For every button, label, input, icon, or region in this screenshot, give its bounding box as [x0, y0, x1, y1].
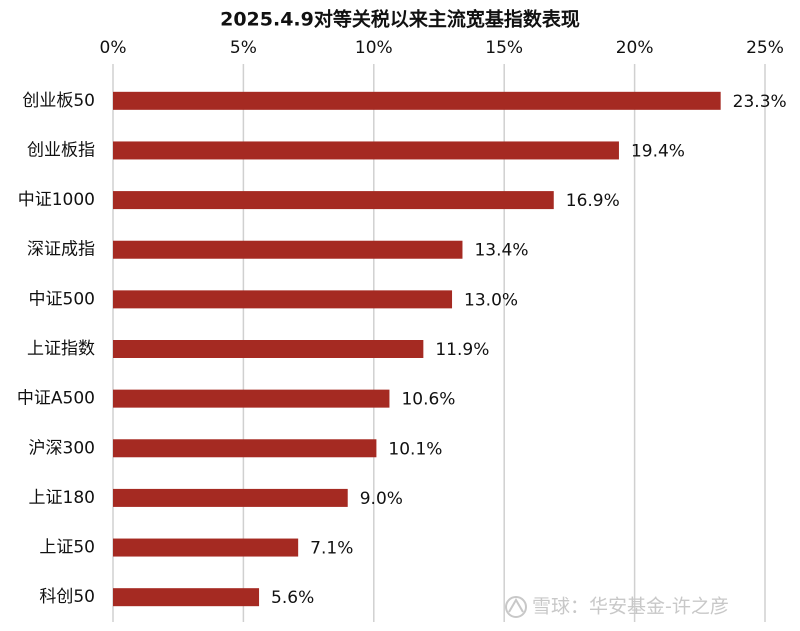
x-tick-label: 25% [746, 38, 784, 58]
bar [113, 340, 424, 358]
data-label: 7.1% [310, 539, 353, 559]
y-tick-label: 创业板50 [22, 91, 95, 111]
y-tick-label: 创业板指 [27, 140, 95, 160]
y-tick-label: 上证180 [29, 488, 95, 508]
y-tick-label: 中证500 [29, 289, 95, 309]
bar [113, 191, 554, 210]
y-tick-label: 上证指数 [27, 339, 95, 359]
bar [113, 91, 721, 110]
chart-title: 2025.4.9对等关税以来主流宽基指数表现 [220, 8, 580, 31]
y-tick-label: 深证成指 [27, 240, 95, 260]
bar [113, 488, 348, 507]
bar [113, 389, 390, 408]
x-tick-label: 5% [230, 38, 257, 58]
bar [113, 588, 260, 607]
bar [113, 538, 299, 557]
data-label: 19.4% [631, 141, 685, 161]
bar [113, 141, 619, 160]
y-tick-label: 上证50 [39, 538, 95, 558]
data-label: 9.0% [360, 489, 403, 509]
data-label: 10.1% [388, 439, 442, 459]
bar [113, 240, 463, 259]
y-tick-label: 科创50 [39, 587, 95, 607]
data-label: 11.9% [435, 340, 489, 360]
data-label: 10.6% [401, 390, 455, 410]
y-tick-label: 沪深300 [29, 438, 95, 458]
bar [113, 290, 453, 309]
bar [113, 439, 377, 458]
data-label: 23.3% [733, 92, 787, 112]
x-tick-label: 20% [616, 38, 654, 58]
y-tick-label: 中证A500 [17, 389, 95, 409]
y-tick-label: 中证1000 [18, 190, 95, 210]
x-tick-label: 0% [100, 38, 127, 58]
watermark: 雪球：华安基金-许之彦 [532, 596, 729, 618]
x-tick-label: 15% [485, 38, 523, 58]
data-label: 13.4% [474, 241, 528, 261]
data-label: 5.6% [271, 588, 314, 608]
data-label: 13.0% [464, 290, 518, 310]
watermark-logo [505, 596, 527, 618]
data-label: 16.9% [566, 191, 620, 211]
x-tick-label: 10% [355, 38, 393, 58]
